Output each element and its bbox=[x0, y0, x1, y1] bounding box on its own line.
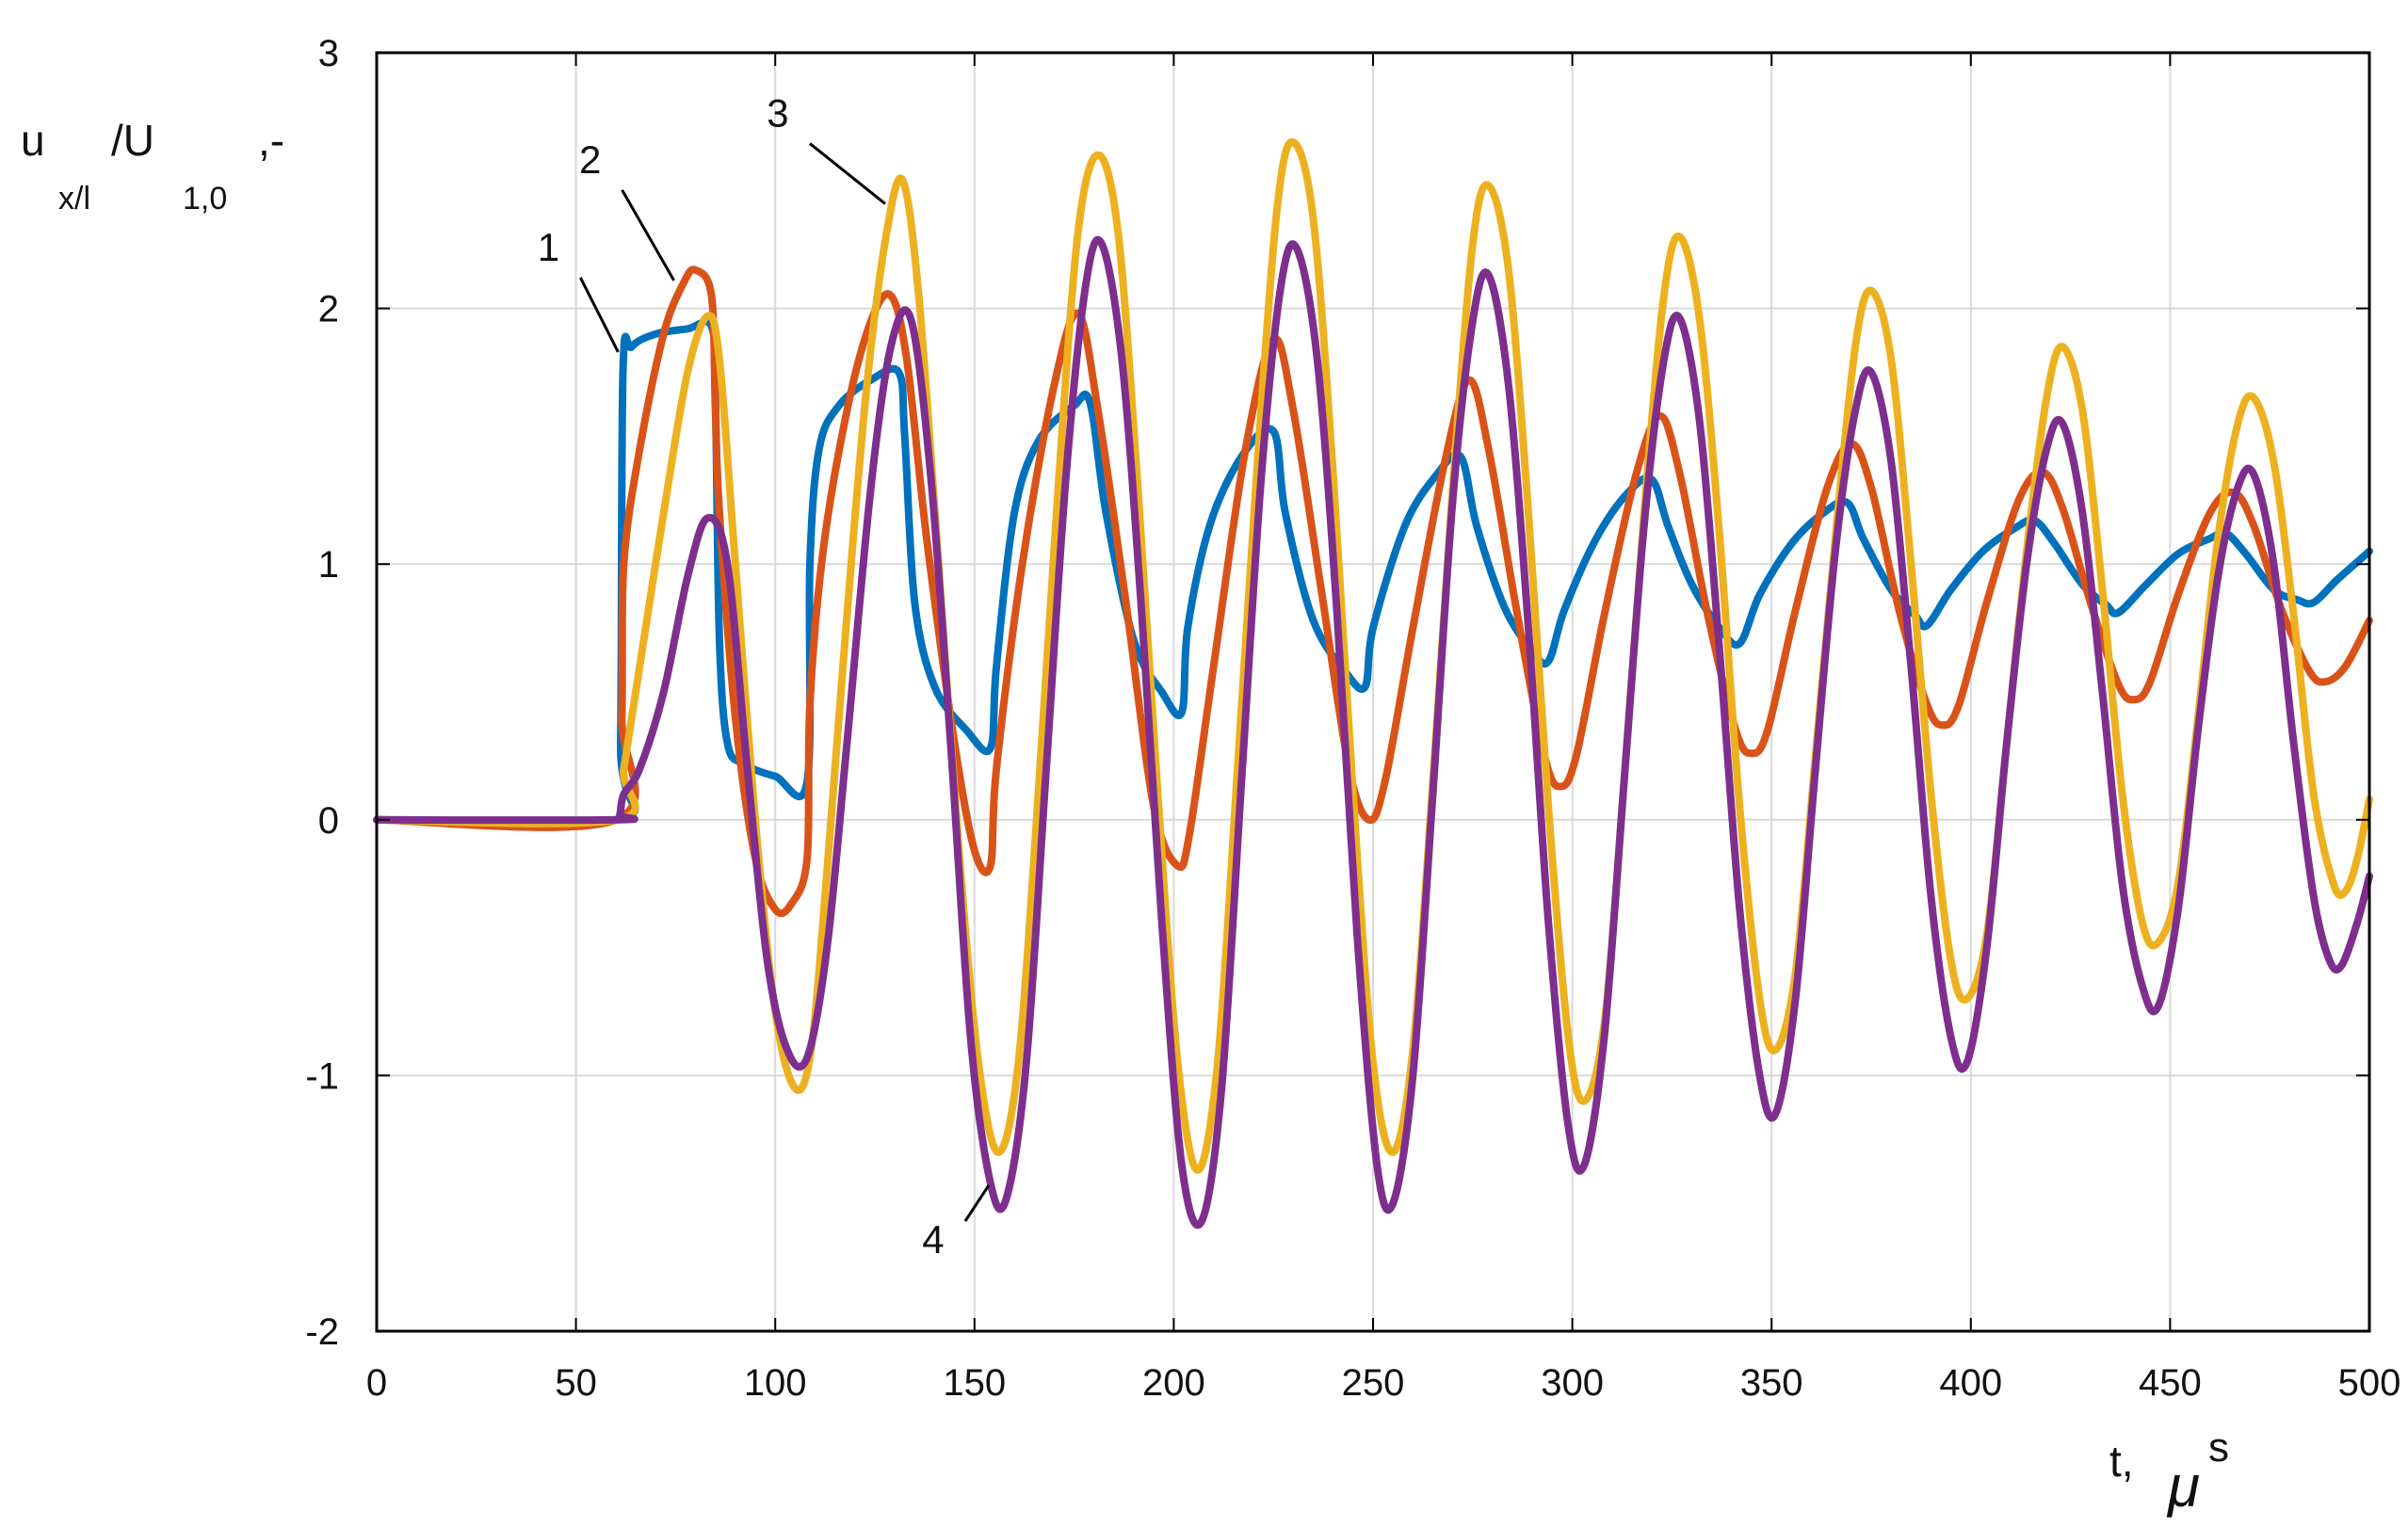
annotation-label-4: 4 bbox=[922, 1217, 944, 1262]
y-tick-label: 0 bbox=[318, 800, 339, 842]
y-label-U-sub: 1,0 bbox=[183, 181, 227, 217]
series-line-4 bbox=[373, 235, 2373, 1230]
annotation-leader-4 bbox=[963, 1184, 991, 1222]
annotation-label-3: 3 bbox=[767, 90, 788, 135]
y-label-tail: ,- bbox=[258, 116, 284, 165]
annotation-leader-2 bbox=[621, 189, 675, 281]
annotation-leader-1 bbox=[579, 277, 620, 353]
y-tick-label: 1 bbox=[318, 544, 339, 586]
annotation-label-1: 1 bbox=[538, 225, 559, 269]
x-tick-label: 400 bbox=[1939, 1362, 2002, 1404]
curve-annotations: 12 3 4 bbox=[538, 90, 991, 1262]
x-tick-label: 0 bbox=[366, 1362, 387, 1404]
y-tick-label: 3 bbox=[318, 33, 339, 74]
x-tick-label: 150 bbox=[943, 1362, 1006, 1404]
grid-lines bbox=[377, 53, 2369, 1331]
y-label-slash-U: /U bbox=[111, 116, 154, 165]
series-line-2 bbox=[373, 265, 2373, 918]
x-axis-label: t, μ s bbox=[2109, 1424, 2229, 1519]
x-tick-label: 200 bbox=[1142, 1362, 1205, 1404]
series-lines bbox=[373, 137, 2373, 1230]
x-tick-label: 250 bbox=[1342, 1362, 1405, 1404]
y-label-u: u bbox=[21, 116, 45, 165]
x-tick-label: 350 bbox=[1740, 1362, 1803, 1404]
x-tick-label: 500 bbox=[2338, 1362, 2401, 1404]
y-label-u-sub: x/l bbox=[58, 181, 90, 217]
x-tick-label: 100 bbox=[744, 1362, 807, 1404]
x-tick-label: 300 bbox=[1541, 1362, 1604, 1404]
x-label-unit-sup: s bbox=[2208, 1424, 2229, 1471]
annotation-label-2: 2 bbox=[579, 137, 601, 182]
annotation-leader-3 bbox=[808, 142, 886, 205]
x-tick-label: 50 bbox=[555, 1362, 597, 1404]
y-tick-label: -2 bbox=[305, 1311, 339, 1353]
y-tick-label: 2 bbox=[318, 289, 339, 330]
y-tick-label: -1 bbox=[305, 1055, 339, 1097]
tick-marks bbox=[376, 52, 2370, 1332]
x-tick-label: 450 bbox=[2139, 1362, 2202, 1404]
x-label-unit-symbol: μ bbox=[2166, 1455, 2200, 1519]
y-axis-label: u x/l /U 1,0 ,- bbox=[21, 116, 284, 217]
x-label-main: t, bbox=[2109, 1437, 2134, 1486]
